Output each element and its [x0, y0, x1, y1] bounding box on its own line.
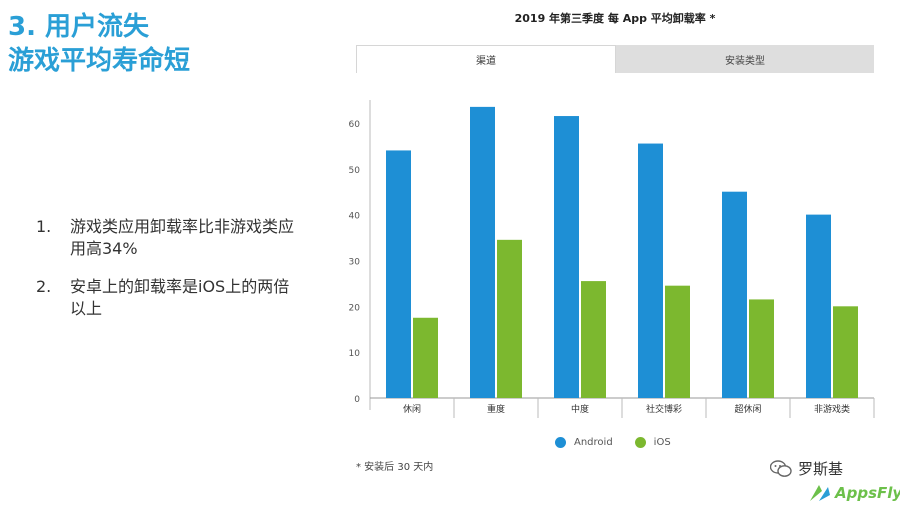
- y-tick-label: 20: [349, 303, 361, 313]
- chart-footnote: * 安装后 30 天内: [356, 462, 434, 473]
- bar-android: [638, 143, 663, 398]
- bar-ios: [413, 317, 438, 398]
- key-point: 2. 安卓上的卸载率是iOS上的两倍以上: [36, 276, 296, 320]
- slide-title-line-1: 3. 用户流失: [8, 12, 150, 42]
- x-tick-label: 超休闲: [734, 403, 761, 415]
- x-tick-label: 中度: [571, 403, 589, 415]
- y-tick-label: 10: [349, 349, 361, 359]
- wechat-icon: [770, 459, 792, 477]
- key-points-list: 1. 游戏类应用卸载率比非游戏类应用高34% 2. 安卓上的卸载率是iOS上的两…: [36, 216, 296, 336]
- legend-swatch-android: [555, 437, 566, 448]
- key-point-text: 游戏类应用卸载率比非游戏类应用高34%: [70, 217, 295, 258]
- chart-title: 2019 年第三季度 每 App 平均卸载率 *: [514, 12, 716, 25]
- x-tick-label: 重度: [487, 403, 505, 415]
- bar-ios: [581, 281, 606, 398]
- bar-ios: [497, 239, 522, 398]
- chart-legend: Android iOS: [555, 437, 693, 448]
- wechat-watermark: 罗斯基: [770, 458, 843, 479]
- legend-swatch-ios: [634, 437, 646, 448]
- y-tick-label: 60: [349, 120, 361, 130]
- x-tick-label: 社交博彩: [646, 403, 682, 415]
- key-point: 1. 游戏类应用卸载率比非游戏类应用高34%: [36, 216, 296, 260]
- legend-label-android: Android: [574, 437, 613, 448]
- bar-android: [386, 150, 411, 398]
- x-tick-label: 休闲: [403, 403, 421, 415]
- bar-android: [722, 191, 747, 398]
- bar-android: [470, 106, 495, 398]
- y-tick-label: 50: [349, 166, 361, 176]
- bar-ios: [665, 285, 690, 398]
- wechat-name: 罗斯基: [798, 460, 844, 478]
- bar-chart: 0 10 20 30 40 50 60 休闲 重度 中度 社交博彩 超休闲 非游戏类: [349, 100, 875, 418]
- legend-label-ios: iOS: [653, 437, 671, 448]
- slide-title-line-2: 游戏平均寿命短: [8, 46, 191, 76]
- appsflyer-brand: AppsFlyer: [808, 483, 900, 503]
- y-tick-label: 40: [349, 212, 361, 222]
- chart-tabs: 渠道 安装类型: [356, 45, 874, 73]
- brand-name: AppsFlyer: [835, 484, 900, 502]
- bar-ios: [749, 299, 774, 398]
- bar-android: [806, 214, 831, 398]
- tab-channel[interactable]: 渠道: [356, 45, 616, 73]
- legend-item-android: Android: [555, 437, 613, 448]
- appsflyer-logo-icon: [810, 485, 830, 501]
- key-point-text: 安卓上的卸载率是iOS上的两倍以上: [70, 277, 290, 318]
- legend-item-ios: iOS: [634, 437, 671, 448]
- key-point-number: 1.: [36, 217, 52, 236]
- key-point-number: 2.: [36, 277, 52, 296]
- x-tick-label: 非游戏类: [814, 403, 850, 415]
- bar-android: [554, 116, 579, 399]
- slide-title: 3. 用户流失 游戏平均寿命短: [8, 10, 190, 78]
- tab-install-type[interactable]: 安装类型: [616, 45, 874, 73]
- y-tick-label: 0: [354, 395, 360, 405]
- bar-ios: [833, 306, 858, 398]
- y-tick-label: 30: [349, 257, 361, 267]
